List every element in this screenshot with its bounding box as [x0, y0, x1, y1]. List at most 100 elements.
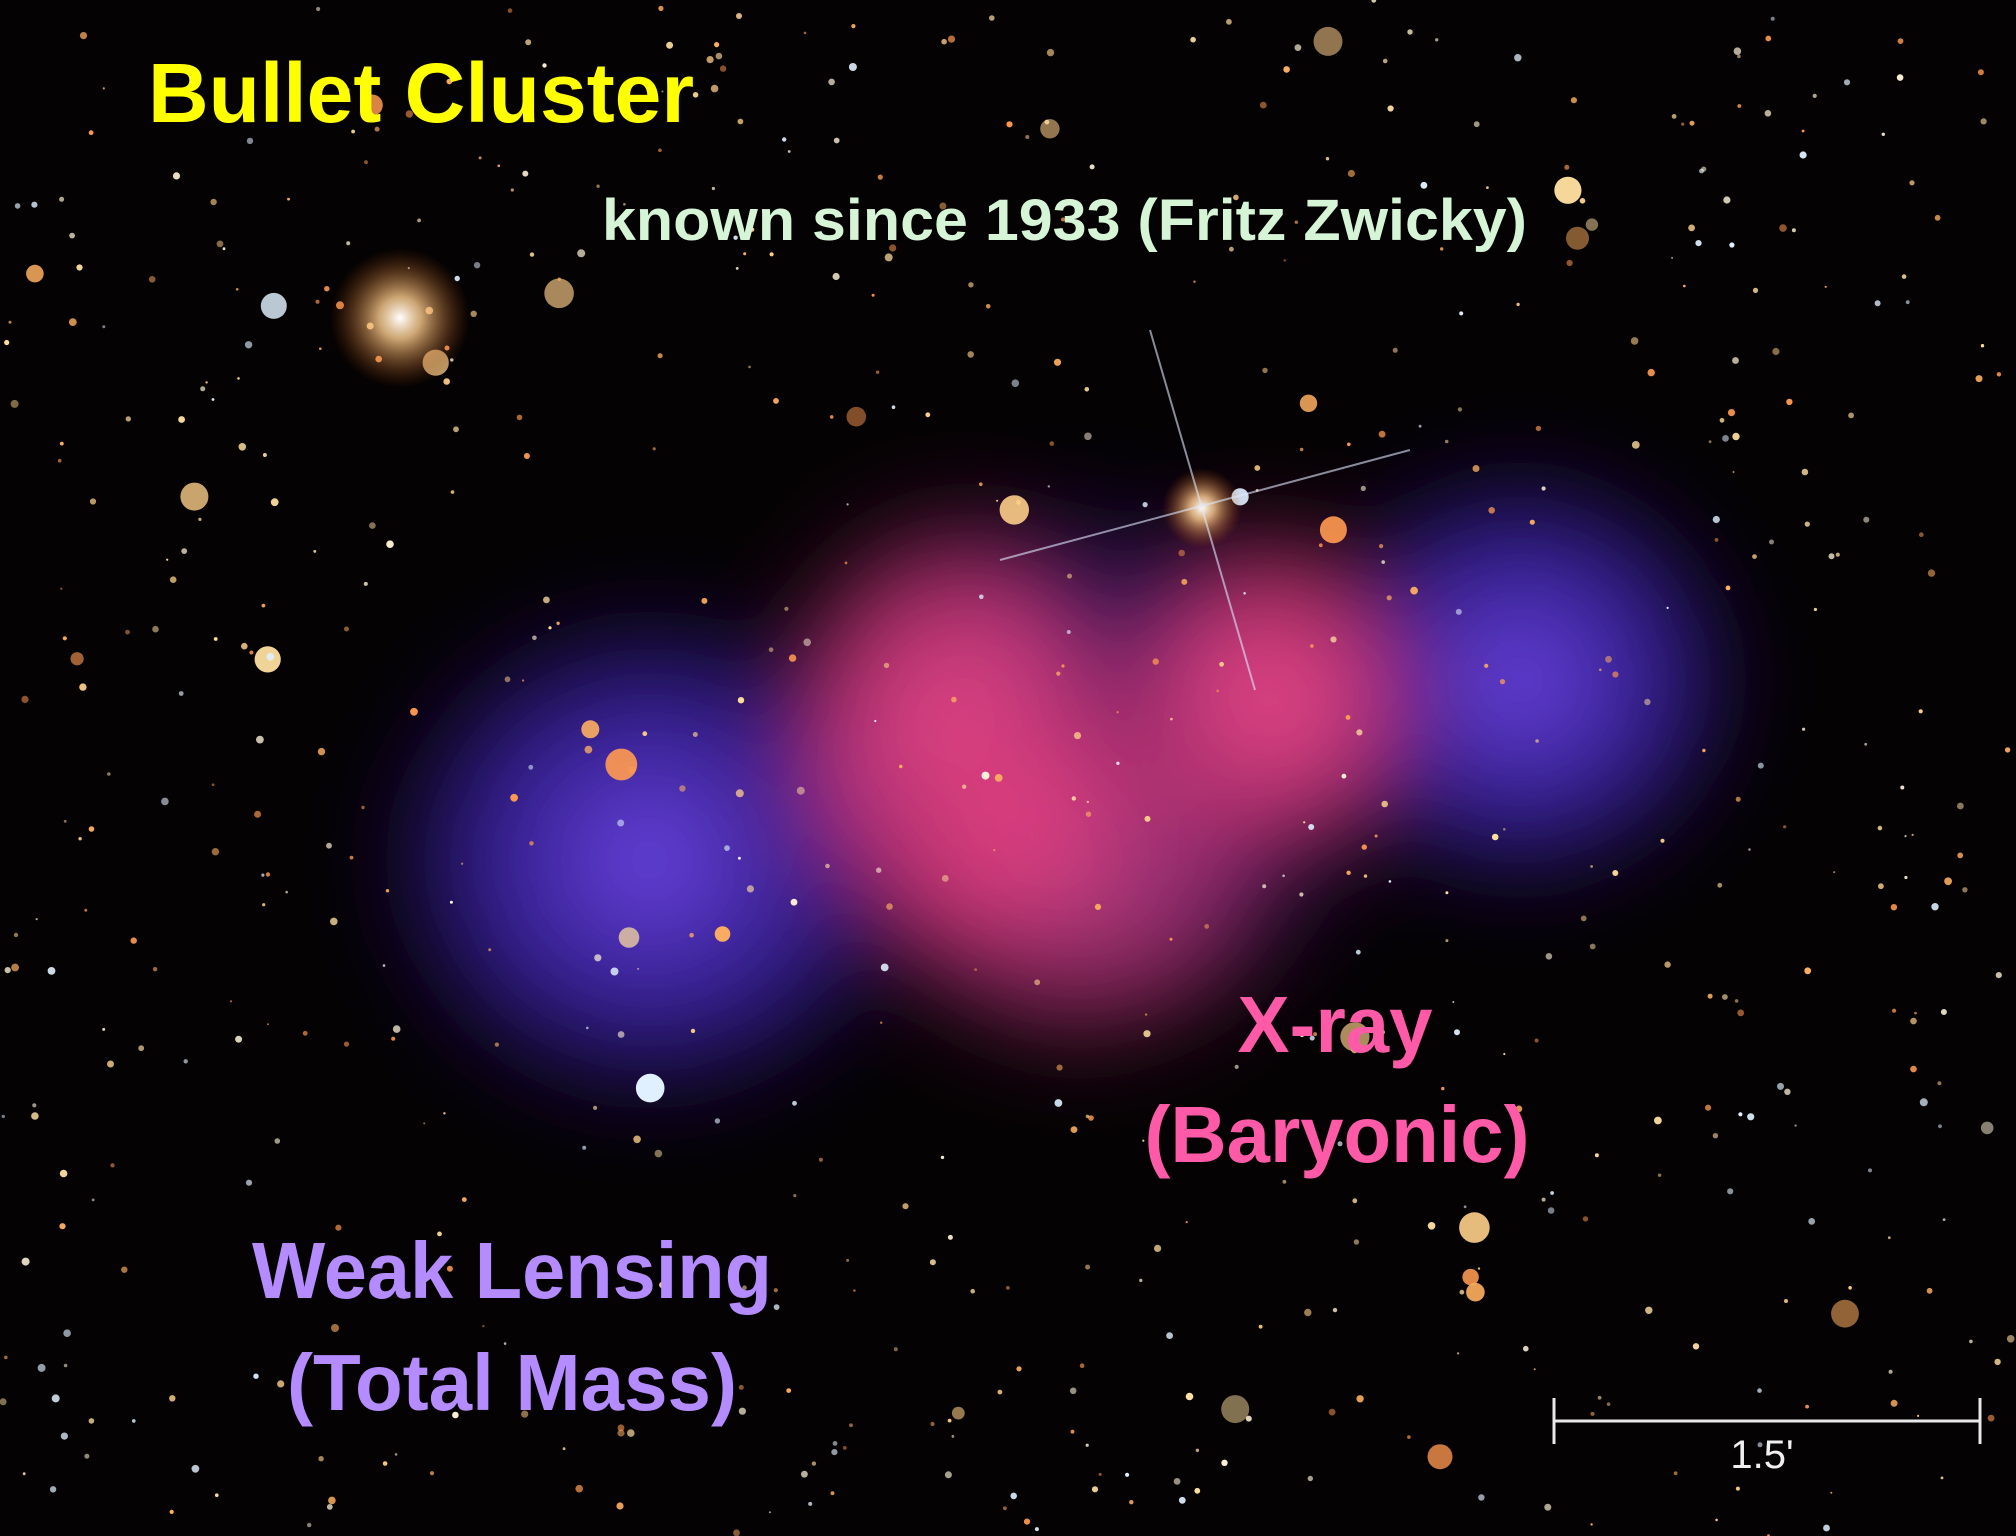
- star: [1329, 1409, 1336, 1416]
- star: [76, 264, 82, 270]
- star: [1536, 426, 1541, 431]
- star: [1769, 540, 1774, 545]
- star: [619, 927, 640, 948]
- star: [1590, 944, 1596, 950]
- star: [1848, 413, 1854, 419]
- star: [239, 443, 247, 451]
- star: [653, 447, 656, 450]
- star: [1705, 1105, 1711, 1111]
- star: [1099, 1473, 1102, 1476]
- star: [1381, 560, 1385, 564]
- star: [1912, 834, 1914, 836]
- star: [1996, 972, 2002, 978]
- star: [21, 696, 28, 703]
- star: [331, 1324, 339, 1332]
- star: [942, 875, 949, 882]
- star: [982, 772, 990, 780]
- star: [31, 202, 37, 208]
- star: [327, 1504, 333, 1510]
- star: [1282, 875, 1285, 878]
- star: [830, 415, 834, 419]
- star: [1599, 669, 1602, 672]
- star: [945, 1471, 952, 1478]
- star: [1825, 286, 1827, 288]
- star: [1808, 1218, 1815, 1225]
- star: [1473, 465, 1480, 472]
- star: [1006, 121, 1012, 127]
- star: [524, 453, 530, 459]
- star: [596, 185, 599, 188]
- star: [254, 811, 261, 818]
- star: [1308, 824, 1314, 830]
- star: [1170, 938, 1173, 941]
- star: [1654, 1117, 1662, 1125]
- star: [153, 967, 157, 971]
- star: [1054, 359, 1061, 366]
- star: [831, 1491, 835, 1495]
- star: [948, 36, 955, 43]
- star: [236, 288, 239, 291]
- star: [1166, 1332, 1173, 1339]
- star: [1736, 1487, 1740, 1491]
- star: [849, 63, 857, 71]
- star: [532, 636, 537, 641]
- star: [1738, 1112, 1742, 1116]
- star: [1024, 1519, 1030, 1525]
- star: [1012, 379, 1020, 387]
- star: [38, 1364, 46, 1372]
- star: [711, 85, 719, 93]
- star: [241, 643, 248, 650]
- star: [1878, 883, 1884, 889]
- star: [1701, 167, 1706, 172]
- star: [1356, 950, 1361, 955]
- star: [1752, 554, 1757, 559]
- star: [179, 691, 184, 696]
- star: [324, 286, 329, 291]
- xray-label: (Baryonic): [1145, 1090, 1530, 1179]
- star: [383, 1461, 388, 1466]
- star: [1728, 409, 1735, 416]
- star: [1092, 1486, 1098, 1492]
- star: [1310, 644, 1314, 648]
- star: [1304, 1309, 1311, 1316]
- star: [1196, 1449, 1199, 1452]
- star: [451, 490, 455, 494]
- star: [1346, 715, 1351, 720]
- star: [819, 1158, 823, 1162]
- star: [52, 1394, 60, 1402]
- star: [410, 708, 418, 716]
- star: [1535, 1039, 1539, 1043]
- star: [2005, 747, 2010, 752]
- star: [693, 732, 698, 737]
- star: [633, 1136, 641, 1144]
- star: [1717, 883, 1722, 888]
- star: [1116, 711, 1118, 713]
- star: [1906, 300, 1910, 304]
- star: [1586, 218, 1598, 230]
- star: [169, 1395, 175, 1401]
- star: [1802, 469, 1809, 476]
- star: [210, 199, 216, 205]
- star: [833, 1441, 838, 1446]
- star: [1500, 679, 1505, 684]
- star: [1737, 104, 1741, 108]
- star: [1645, 1307, 1652, 1314]
- star: [736, 789, 744, 797]
- star: [344, 1042, 349, 1047]
- star: [1478, 1267, 1480, 1269]
- star: [993, 849, 995, 851]
- star: [1346, 871, 1350, 875]
- star: [1010, 1493, 1017, 1500]
- star: [716, 53, 723, 60]
- star: [989, 15, 995, 21]
- star: [1299, 892, 1303, 896]
- star: [1658, 1174, 1661, 1177]
- star: [364, 160, 368, 164]
- star: [510, 794, 518, 802]
- star: [1994, 1359, 2000, 1365]
- star: [738, 119, 744, 125]
- star: [853, 1289, 856, 1292]
- star: [679, 785, 685, 791]
- star: [1693, 1343, 1699, 1349]
- star: [1944, 877, 1952, 885]
